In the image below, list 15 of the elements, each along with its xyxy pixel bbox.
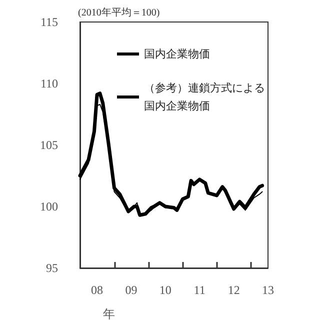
y-tick-label: 105 bbox=[40, 138, 58, 152]
x-tick-label: 12 bbox=[228, 283, 240, 297]
x-tick-label: 13 bbox=[262, 283, 274, 297]
x-tick-label: 08 bbox=[91, 283, 104, 297]
y-tick-label: 115 bbox=[40, 15, 58, 29]
y-tick-label: 100 bbox=[40, 200, 58, 214]
x-tick-label: 11 bbox=[194, 283, 206, 297]
y-tick-label: 95 bbox=[46, 261, 58, 275]
y-axis-title: (2010年平均＝100) bbox=[78, 6, 160, 18]
x-axis-title: 年 bbox=[103, 307, 116, 320]
legend-label: 国内企業物価 bbox=[144, 48, 210, 60]
y-tick-label: 110 bbox=[40, 76, 58, 90]
x-tick-label: 09 bbox=[125, 283, 138, 297]
legend-label: （参考）連鎖方式による国内企業物価 bbox=[144, 82, 265, 112]
x-tick-label: 10 bbox=[159, 283, 172, 297]
